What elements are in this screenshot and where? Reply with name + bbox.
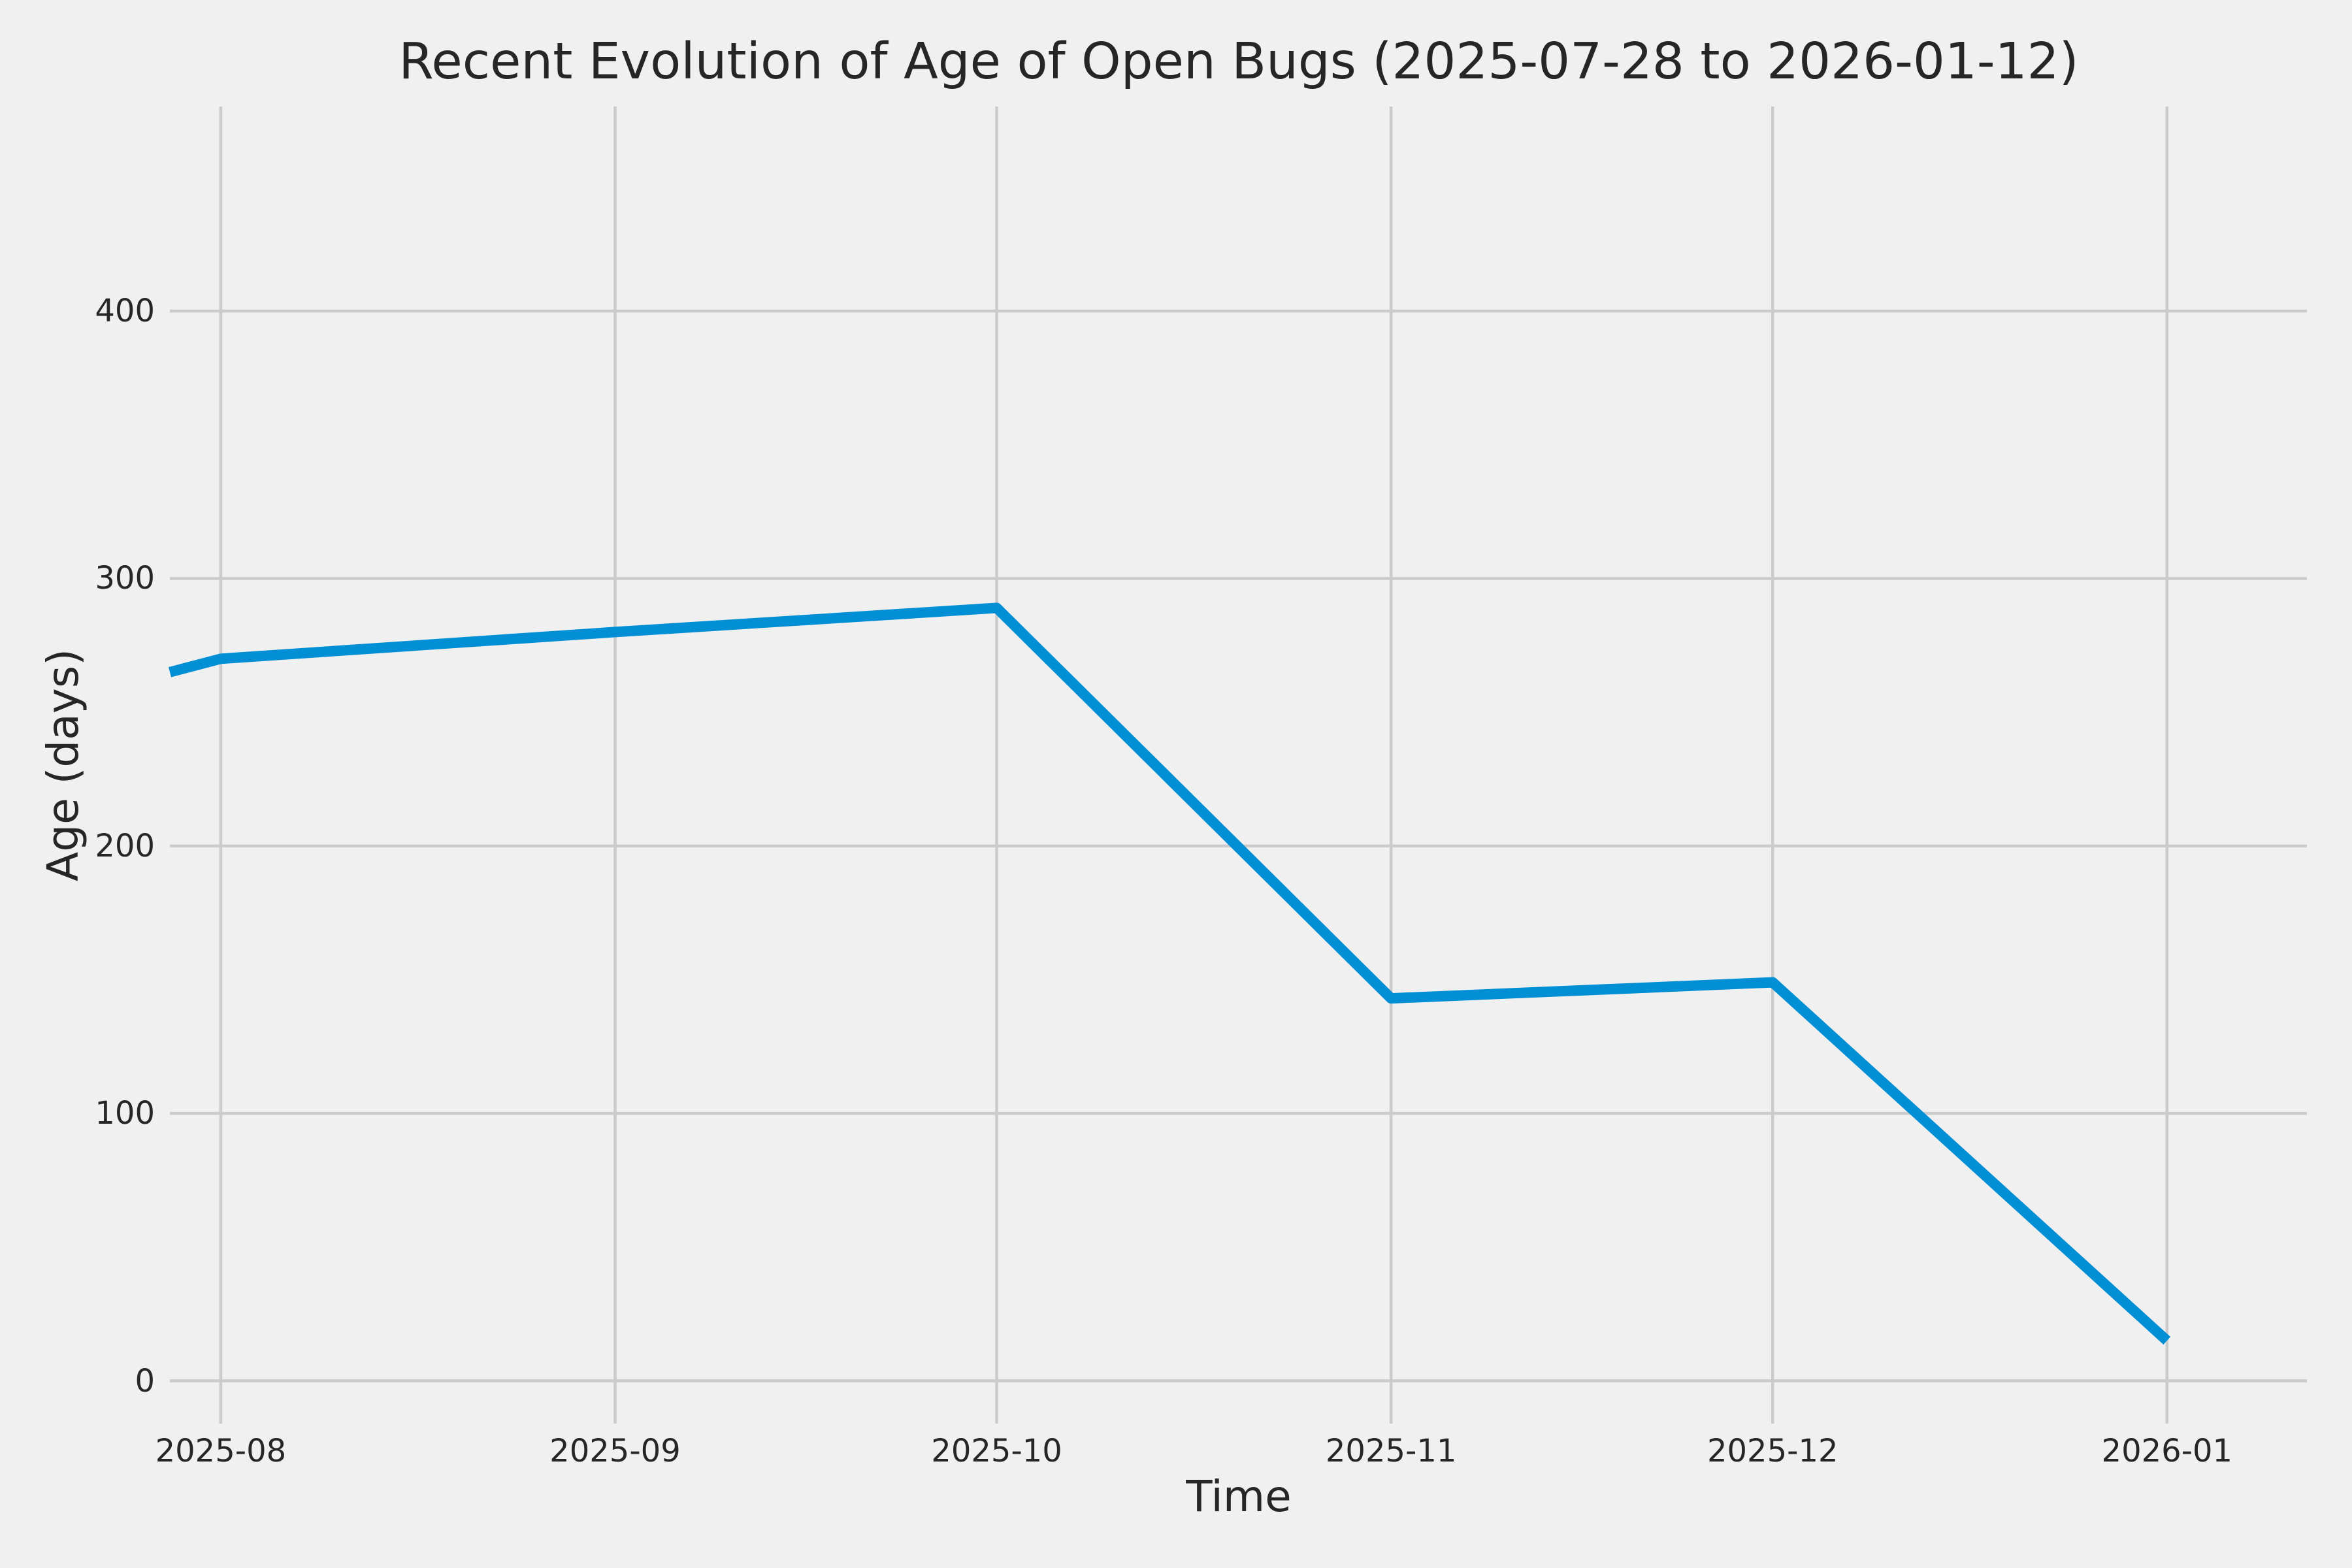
x-axis-label: Time: [1186, 1471, 1292, 1522]
y-axis-label: Age (days): [38, 649, 88, 881]
x-tick-label: 2026-01: [2101, 1433, 2233, 1469]
x-tick-label: 2025-11: [1325, 1433, 1457, 1469]
y-tick-label: 300: [95, 560, 155, 597]
chart-title: Recent Evolution of Age of Open Bugs (20…: [399, 33, 2079, 91]
gridlines: [170, 106, 2307, 1424]
x-tick-label: 2025-09: [549, 1433, 681, 1469]
x-tick-label: 2025-12: [1707, 1433, 1838, 1469]
y-tick-label: 0: [135, 1362, 155, 1399]
series-line-age-of-open-bugs: [168, 602, 2171, 1345]
x-tick-label: 2025-08: [155, 1433, 287, 1469]
y-tick-label: 200: [95, 827, 155, 864]
x-tick-label: 2025-10: [931, 1433, 1062, 1469]
data-series: [168, 602, 2171, 1345]
y-tick-label: 100: [95, 1095, 155, 1132]
y-tick-label: 400: [95, 293, 155, 330]
